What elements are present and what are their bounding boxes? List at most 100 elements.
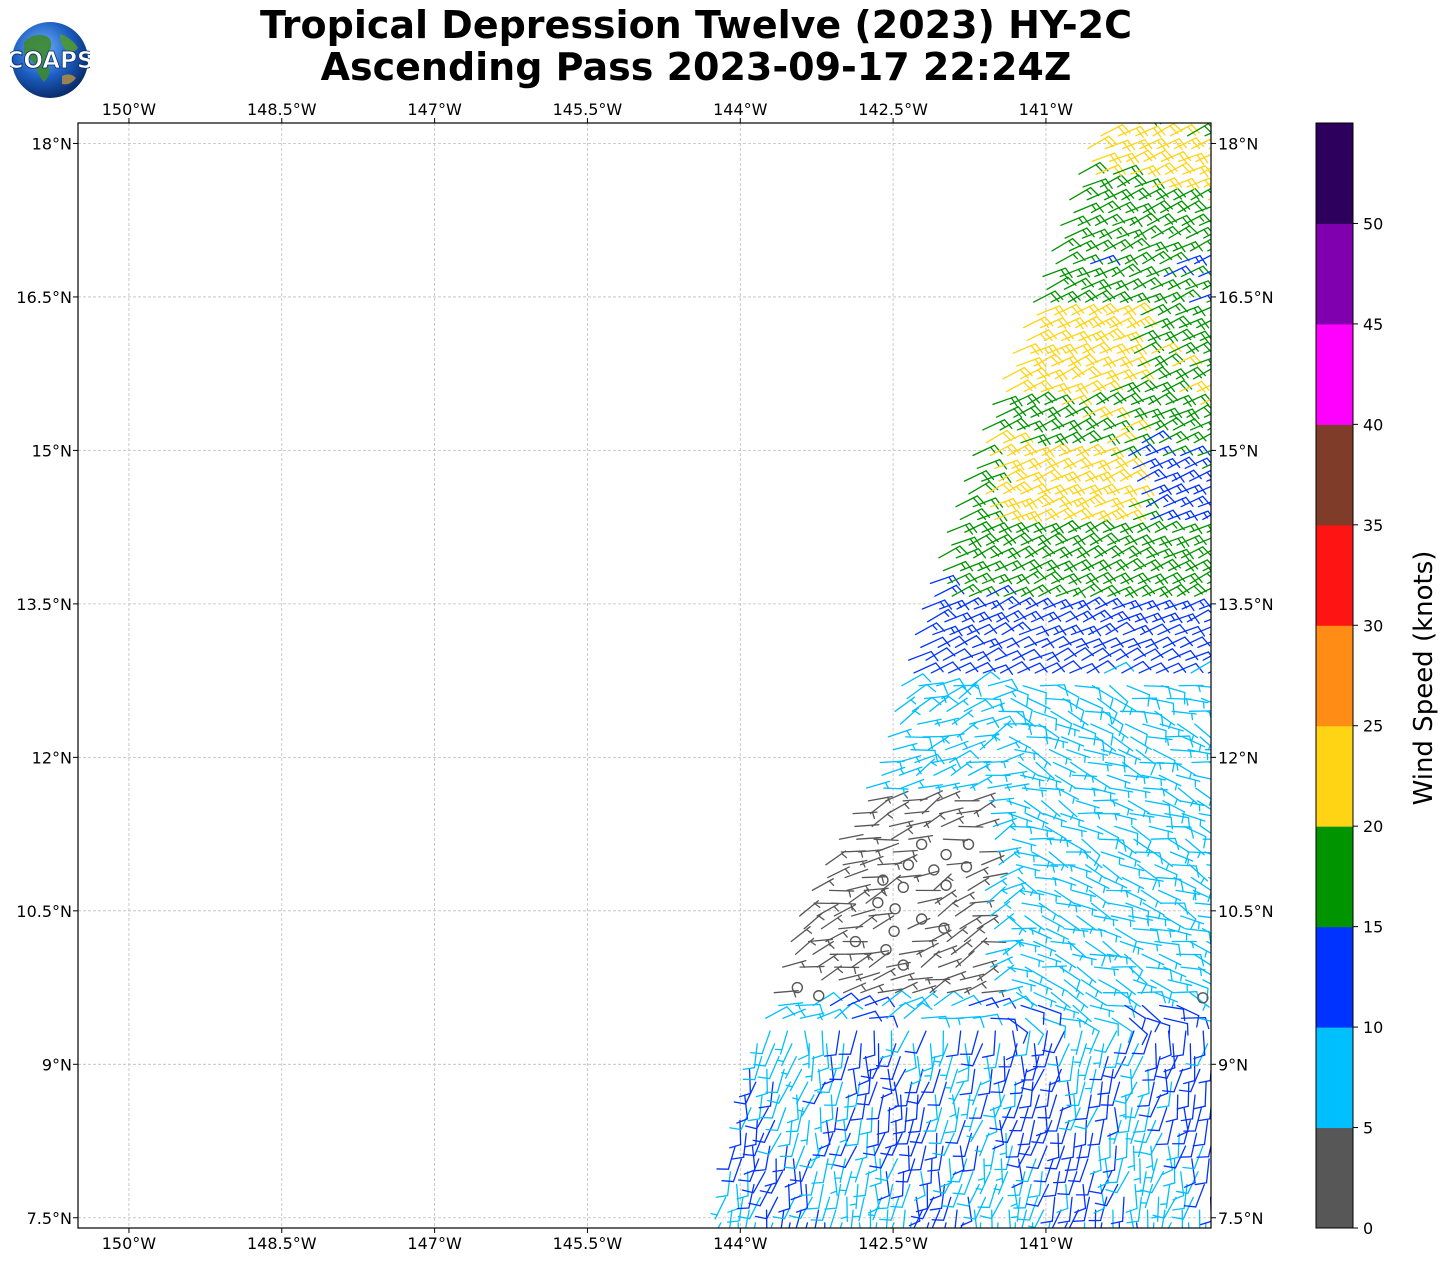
- wind-barb: [778, 1183, 791, 1213]
- wind-barb: [1117, 851, 1141, 868]
- wind-barb: [851, 952, 874, 968]
- wind-barb: [716, 1145, 736, 1170]
- wind-barb: [1020, 584, 1052, 597]
- wind-barb: [1161, 685, 1186, 705]
- wind-barb: [1099, 343, 1130, 356]
- wind-barb: [937, 958, 962, 968]
- wind-barb: [822, 1055, 835, 1086]
- wind-barb: [805, 1222, 809, 1228]
- wind-barb: [938, 545, 969, 559]
- wind-barb: [845, 1068, 858, 1099]
- wind-barb: [937, 790, 961, 802]
- wind-barb: [1040, 317, 1071, 330]
- wind-barb: [1074, 1183, 1087, 1214]
- wind-barb: [1063, 838, 1087, 856]
- wind-barb: [1202, 655, 1211, 661]
- wind-barb: [929, 1183, 946, 1211]
- wind-barb: [1102, 710, 1124, 737]
- wind-barb: [1028, 457, 1060, 470]
- wind-barb: [741, 1171, 766, 1194]
- wind-barb: [931, 1030, 945, 1059]
- wind-barb: [1098, 559, 1129, 572]
- wind-barb: [1146, 1209, 1149, 1228]
- wind-barb: [1108, 201, 1139, 214]
- wind-barb: [1146, 1145, 1154, 1171]
- wind-barb: [838, 833, 864, 840]
- wind-barb: [943, 1107, 960, 1134]
- wind-barb: [1194, 206, 1211, 214]
- wind-barb: [1151, 1196, 1160, 1222]
- wind-barb: [1062, 825, 1087, 838]
- wind-barb: [1033, 1158, 1054, 1183]
- wind-barb: [1207, 198, 1211, 201]
- wind-barb: [1140, 623, 1171, 636]
- wind-barb: [1050, 710, 1073, 736]
- wind-barb: [955, 950, 975, 968]
- wind-barb: [875, 842, 900, 853]
- wind-barb: [1205, 1222, 1207, 1228]
- wind-barb: [750, 1030, 771, 1055]
- wind-barb: [947, 662, 979, 674]
- wind-barb: [1156, 1081, 1173, 1109]
- wind-barb: [1198, 812, 1211, 817]
- wind-barb: [1009, 393, 1041, 406]
- wind-barb: [1167, 838, 1190, 864]
- wind-barb: [828, 1132, 851, 1157]
- wind-barb: [1199, 334, 1211, 342]
- wind-barb: [1064, 343, 1096, 356]
- wind-barb: [1195, 685, 1211, 688]
- wind-barb: [1008, 812, 1033, 827]
- wind-barb: [753, 1222, 757, 1228]
- wind-barb: [977, 965, 999, 981]
- wind-barb: [1192, 626, 1211, 636]
- wind-barb: [1045, 928, 1069, 944]
- wind-barb: [982, 419, 1013, 431]
- colorbar-tick-label: 10: [1363, 1018, 1383, 1037]
- wind-barb: [1043, 329, 1075, 342]
- wind-barb: [933, 990, 964, 1007]
- wind-barb: [1126, 685, 1151, 707]
- wind-barb: [811, 1030, 824, 1060]
- wind-barb: [1074, 1107, 1099, 1130]
- wind-barb: [1074, 315, 1106, 329]
- wind-barb: [1004, 783, 1030, 792]
- wind-barb: [981, 940, 1007, 944]
- wind-barb: [1067, 470, 1099, 483]
- wind-barb: [1085, 864, 1107, 883]
- wind-barb: [890, 1171, 905, 1199]
- wind-barb: [1124, 953, 1144, 982]
- wind-barb: [941, 685, 972, 700]
- wind-barb: [990, 547, 1021, 560]
- wind-barb: [1203, 233, 1211, 239]
- calm-wind-marker: [962, 838, 975, 851]
- wind-barb: [1181, 598, 1211, 610]
- wind-barb: [949, 624, 980, 636]
- wind-barb: [1094, 1094, 1110, 1122]
- wind-barb: [1119, 940, 1144, 955]
- lat-tick-label-left: 7.5°N: [27, 1209, 72, 1228]
- wind-barb: [1142, 585, 1173, 598]
- wind-barb: [1051, 660, 1083, 674]
- wind-barb: [1023, 800, 1045, 819]
- wind-barb: [1213, 203, 1242, 214]
- wind-barb: [1141, 1004, 1161, 1033]
- wind-barb: [1033, 864, 1059, 873]
- wind-barb: [970, 671, 1001, 687]
- wind-barb: [914, 622, 946, 636]
- wind-barb: [845, 1119, 862, 1147]
- wind-barb: [1124, 1004, 1147, 1030]
- wind-barb: [839, 1119, 848, 1146]
- wind-barb: [1105, 621, 1136, 636]
- wind-barb: [1054, 889, 1076, 908]
- wind-barb: [959, 1030, 979, 1055]
- wind-barb: [914, 1171, 926, 1201]
- wind-barb: [878, 1171, 890, 1201]
- wind-barb: [926, 1222, 930, 1228]
- wind-barb: [957, 1043, 970, 1073]
- wind-barb: [1093, 637, 1124, 649]
- wind-barb: [1097, 1158, 1110, 1188]
- lon-tick-label-bottom: 142.5°W: [858, 1234, 928, 1253]
- wind-barb: [1083, 851, 1103, 871]
- wind-barb: [1158, 953, 1182, 970]
- wind-barb: [1085, 239, 1117, 252]
